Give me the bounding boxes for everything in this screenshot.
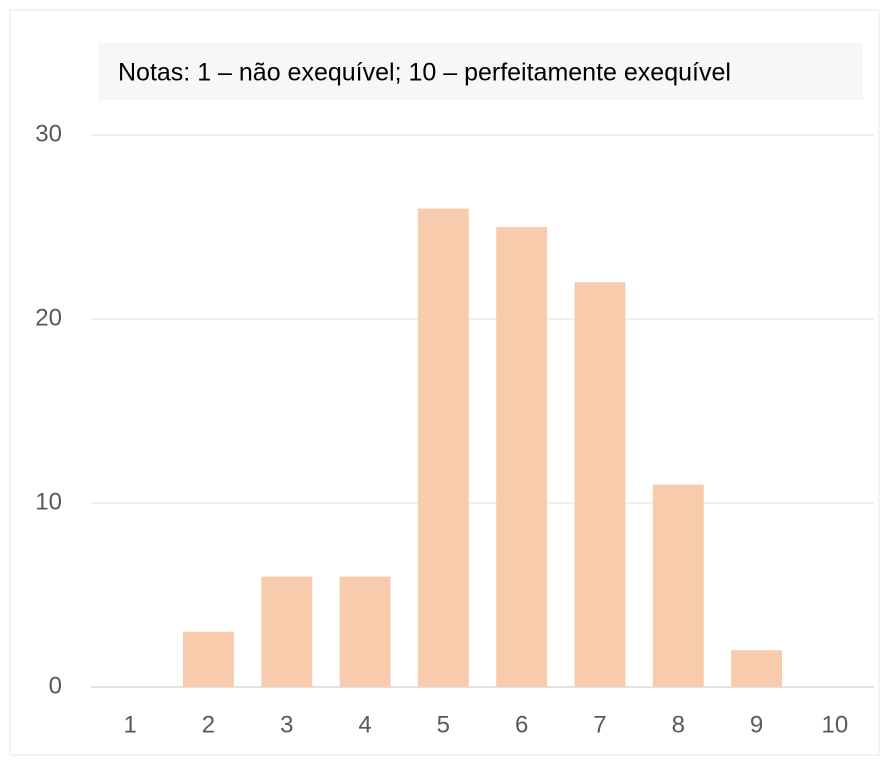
x-tick-label: 3: [280, 711, 293, 738]
y-tick-label: 10: [35, 488, 62, 515]
bar: [496, 227, 548, 687]
x-tick-label: 5: [437, 711, 450, 738]
x-tick-label: 9: [750, 711, 763, 738]
bar: [339, 576, 391, 687]
annotation: Notas: 1 – não exequível; 10 – perfeitam…: [118, 59, 731, 87]
x-tick-label: 1: [123, 711, 136, 738]
bar: [183, 631, 234, 687]
x-tick-label: 8: [672, 711, 685, 738]
y-tick-label: 20: [35, 304, 62, 331]
y-tick-label: 30: [35, 120, 62, 147]
x-tick-label: 10: [821, 711, 848, 738]
bar: [261, 576, 313, 687]
annotation-box: [98, 43, 863, 100]
bar: [731, 650, 782, 687]
x-tick-label: 6: [515, 711, 528, 738]
bar: [574, 282, 626, 687]
bar: [652, 484, 704, 687]
y-tick-label: 0: [49, 672, 62, 699]
x-tick-label: 2: [202, 711, 215, 738]
x-tick-label: 7: [593, 711, 606, 738]
x-tick-label: 4: [358, 711, 371, 738]
bar: [417, 208, 469, 687]
